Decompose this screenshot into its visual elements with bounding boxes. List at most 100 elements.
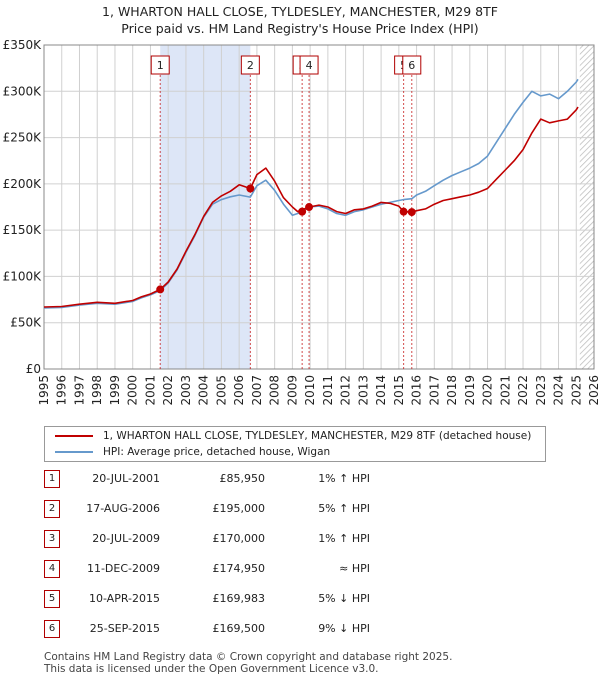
x-tick-label: 1996 [55, 375, 69, 406]
chart-subtitle: Price paid vs. HM Land Registry's House … [121, 21, 479, 36]
sale-number-box [240, 55, 260, 75]
table-row: 1 20-JUL-2001 £85,950 1% ↑ HPI [0, 470, 600, 490]
x-tick-label: 1995 [37, 375, 51, 406]
x-tick-label: 2017 [427, 375, 441, 406]
legend-label-property: 1, WHARTON HALL CLOSE, TYLDESLEY, MANCHE… [103, 430, 532, 442]
sale-date: 20-JUL-2001 [92, 472, 160, 485]
x-tick-label: 2013 [356, 375, 370, 406]
x-tick-label: 2020 [481, 375, 495, 406]
x-tick-label: 2003 [179, 375, 193, 406]
x-tick-label: 2024 [552, 375, 566, 406]
x-tick-label: 2026 [587, 375, 600, 406]
sale-date: 10-APR-2015 [88, 592, 160, 605]
table-row: 4 11-DEC-2009 £174,950 ≈ HPI [0, 560, 600, 580]
sale-point [298, 207, 307, 216]
x-tick-label: 2001 [143, 375, 157, 406]
sale-price: £174,950 [212, 562, 266, 575]
y-tick-label: £300K [3, 84, 43, 98]
plot-frame [43, 44, 595, 370]
x-tick-label: 2016 [410, 375, 424, 406]
sale-number-badge: 5 [44, 590, 60, 608]
sale-point [399, 207, 408, 216]
x-tick-label: 2010 [303, 375, 317, 406]
footer-copyright: Contains HM Land Registry data © Crown c… [44, 651, 453, 663]
legend-label-hpi: HPI: Average price, detached house, Wiga… [103, 446, 331, 458]
shaded-ownership-span [160, 45, 251, 369]
sale-price: £195,000 [212, 502, 266, 515]
y-tick-label: £200K [3, 177, 43, 191]
y-tick-label: £350K [3, 38, 43, 52]
y-tick-label: £50K [10, 316, 42, 330]
x-tick-label: 2025 [569, 375, 583, 406]
sale-number-box [150, 55, 170, 75]
x-tick-label: 2012 [339, 375, 353, 406]
sale-number-badge: 6 [44, 620, 60, 638]
x-tick-label: 2000 [126, 375, 140, 406]
table-row: 2 17-AUG-2006 £195,000 5% ↑ HPI [0, 500, 600, 520]
legend-swatch-hpi [55, 451, 93, 453]
sale-number-badge: 1 [44, 470, 60, 488]
sale-date: 25-SEP-2015 [89, 622, 160, 635]
x-tick-label: 1999 [108, 375, 122, 406]
sale-price: £85,950 [219, 472, 266, 485]
x-tick-label: 2011 [321, 375, 335, 406]
sale-point [305, 203, 314, 212]
x-tick-label: 1998 [90, 375, 104, 406]
chart-title: 1, WHARTON HALL CLOSE, TYLDESLEY, MANCHE… [102, 4, 498, 19]
x-tick-label: 2015 [392, 375, 406, 406]
y-tick-label: £0 [26, 362, 41, 376]
table-row: 6 25-SEP-2015 £169,500 9% ↓ HPI [0, 620, 600, 640]
sale-number-label: 6 [408, 59, 415, 72]
x-tick-label: 2018 [445, 375, 459, 406]
sale-hpi-comparison: 9% ↓ HPI [318, 622, 370, 635]
y-tick-label: £100K [3, 269, 43, 283]
x-tick-label: 2023 [534, 375, 548, 406]
y-tick-label: £250K [3, 131, 43, 145]
x-tick-label: 2008 [268, 375, 282, 406]
sale-price: £169,983 [212, 592, 266, 605]
sale-hpi-comparison: 5% ↑ HPI [318, 502, 370, 515]
y-tick-label: £150K [3, 223, 43, 237]
x-tick-label: 1997 [72, 375, 86, 406]
sale-number-box [299, 55, 319, 75]
sale-number-label: 4 [306, 59, 313, 72]
sale-date: 17-AUG-2006 [86, 502, 160, 515]
x-tick-label: 2009 [285, 375, 299, 406]
x-tick-label: 2021 [498, 375, 512, 406]
legend: 1, WHARTON HALL CLOSE, TYLDESLEY, MANCHE… [44, 426, 546, 462]
x-tick-label: 2006 [232, 375, 246, 406]
sale-hpi-comparison: ≈ HPI [339, 562, 370, 575]
x-tick-label: 2022 [516, 375, 530, 406]
sale-number-box [402, 55, 422, 75]
sale-number-badge: 4 [44, 560, 60, 578]
x-tick-label: 2002 [161, 375, 175, 406]
sale-number-label: 2 [247, 59, 254, 72]
price-chart: £0 £50K £100K £150K £200K £250K £300K £350K 1995… [3, 38, 600, 406]
x-tick-label: 2005 [214, 375, 228, 406]
sale-number-label: 1 [157, 59, 164, 72]
sale-hpi-comparison: 1% ↑ HPI [318, 532, 370, 545]
x-tick-label: 2019 [463, 375, 477, 406]
x-tick-label: 2007 [250, 375, 264, 406]
sale-date: 20-JUL-2009 [92, 532, 160, 545]
sale-point [246, 184, 255, 193]
plot-area [44, 45, 594, 369]
legend-swatch-property [55, 435, 93, 437]
legend-item-hpi: HPI: Average price, detached house, Wiga… [55, 444, 330, 460]
x-tick-label: 2014 [374, 375, 388, 406]
legend-item-property: 1, WHARTON HALL CLOSE, TYLDESLEY, MANCHE… [55, 428, 531, 444]
sale-price: £169,500 [212, 622, 266, 635]
property-price-line [43, 106, 579, 308]
table-row: 5 10-APR-2015 £169,983 5% ↓ HPI [0, 590, 600, 610]
sale-hpi-comparison: 1% ↑ HPI [318, 472, 370, 485]
sale-point [156, 285, 165, 294]
sale-number-badge: 3 [44, 530, 60, 548]
sale-point [407, 208, 416, 217]
table-row: 3 20-JUL-2009 £170,000 1% ↑ HPI [0, 530, 600, 550]
sale-hpi-comparison: 5% ↓ HPI [318, 592, 370, 605]
sale-number-badge: 2 [44, 500, 60, 518]
sale-price: £170,000 [212, 532, 266, 545]
sale-date: 11-DEC-2009 [86, 562, 160, 575]
x-tick-label: 2004 [197, 375, 211, 406]
footer-licence: This data is licensed under the Open Gov… [44, 663, 379, 675]
